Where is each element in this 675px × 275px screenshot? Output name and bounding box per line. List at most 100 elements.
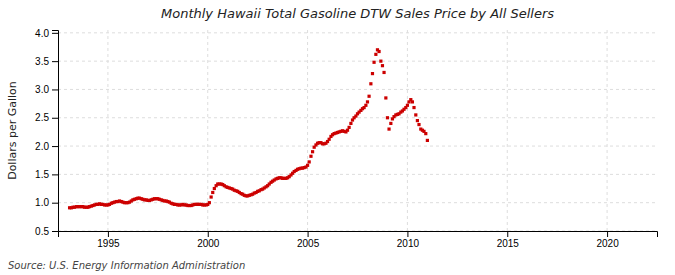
- points: [68, 48, 429, 209]
- tick-mark: [308, 231, 309, 237]
- tick-label: 2.0: [35, 141, 49, 152]
- tick-mark: [407, 231, 408, 237]
- tick-mark: [52, 231, 58, 232]
- grid-line: [307, 30, 308, 231]
- tick-mark: [52, 33, 58, 34]
- tick-mark: [52, 89, 58, 90]
- point: [211, 191, 214, 194]
- point: [389, 122, 392, 125]
- tick: 2005: [297, 231, 320, 249]
- tick: 3.5: [35, 56, 58, 67]
- point: [412, 106, 415, 109]
- tick: 1.5: [35, 169, 58, 180]
- grid-line: [507, 30, 508, 231]
- tick-label: 3.0: [35, 84, 49, 95]
- tick: 0.5: [35, 226, 58, 237]
- tick-mark: [52, 61, 58, 62]
- point: [406, 104, 409, 107]
- point: [381, 64, 384, 67]
- point: [387, 127, 390, 130]
- point: [382, 71, 385, 74]
- tick-mark: [52, 203, 58, 204]
- point: [328, 138, 331, 141]
- point: [369, 82, 372, 85]
- point: [367, 95, 370, 98]
- grid: [58, 30, 657, 231]
- point: [411, 100, 414, 103]
- tick-label: 1.5: [35, 169, 49, 180]
- point: [426, 139, 429, 142]
- tick-mark: [52, 146, 58, 147]
- point: [416, 119, 419, 122]
- point: [306, 164, 309, 167]
- source-note: Source: U.S. Energy Information Administ…: [8, 260, 245, 271]
- tick: 3.0: [35, 84, 58, 95]
- tick: 2010: [397, 231, 420, 249]
- y-axis-label: Dollars per Gallon: [6, 81, 19, 180]
- point: [414, 113, 417, 116]
- tick-mark: [607, 231, 608, 237]
- tick-label: 2010: [397, 238, 420, 249]
- point: [349, 122, 352, 125]
- chart: 1995 2000 2005 2010 2015 2020 0.5 1.0 1.5 2.0 2.5 3…: [0, 0, 675, 275]
- x-axis: 1995 2000 2005 2010 2015 2020: [59, 231, 658, 249]
- tick-mark: [208, 231, 209, 237]
- point: [210, 195, 213, 198]
- tick: 1995: [97, 231, 120, 249]
- point: [417, 123, 420, 126]
- tick-label: 0.5: [35, 226, 49, 237]
- tick: 2020: [596, 231, 619, 249]
- point: [308, 160, 311, 163]
- tick-mark: [52, 118, 58, 119]
- grid-line: [107, 30, 108, 231]
- tick: 2000: [197, 231, 220, 249]
- grid-line: [58, 61, 657, 62]
- tick-label: 4.0: [35, 28, 49, 39]
- point: [379, 60, 382, 63]
- grid-line: [58, 146, 657, 147]
- point: [311, 150, 314, 153]
- tick-label: 3.5: [35, 56, 49, 67]
- point: [386, 116, 389, 119]
- tick-mark: [52, 174, 58, 175]
- tick-label: 1995: [97, 238, 120, 249]
- tick: 2.0: [35, 141, 58, 152]
- grid-line: [58, 32, 657, 33]
- grid-line: [58, 89, 657, 90]
- tick-label: 2005: [297, 238, 320, 249]
- tick: 2015: [497, 231, 520, 249]
- axis-line: [59, 232, 658, 238]
- grid-line: [407, 30, 408, 231]
- point: [366, 100, 369, 103]
- point: [346, 129, 349, 132]
- point: [364, 104, 367, 107]
- tick-label: 2.5: [35, 112, 49, 123]
- tick: 1.0: [35, 197, 58, 208]
- grid-line: [207, 30, 208, 231]
- point: [377, 50, 380, 53]
- grid-line: [58, 174, 657, 175]
- plot-area: 1995 2000 2005 2010 2015 2020 0.5 1.0 1.5 2.0 2.5 3…: [35, 28, 657, 250]
- point: [348, 126, 351, 129]
- title: Monthly Hawaii Total Gasoline DTW Sales …: [161, 6, 554, 21]
- point: [208, 201, 211, 204]
- point: [374, 53, 377, 56]
- tick-label: 1.0: [35, 197, 49, 208]
- tick-label: 2020: [596, 238, 619, 249]
- tick: 4.0: [35, 28, 58, 39]
- tick-label: 2000: [197, 238, 220, 249]
- axis-line: [52, 31, 59, 232]
- tick-label: 2015: [497, 238, 520, 249]
- point: [371, 72, 374, 75]
- tick: 2.5: [35, 112, 58, 123]
- point: [372, 61, 375, 64]
- y-axis: 0.5 1.0 1.5 2.0 2.5 3.0 3.5 4.0: [35, 28, 58, 237]
- tick-mark: [507, 231, 508, 237]
- point: [384, 96, 387, 99]
- grid-line: [58, 202, 657, 203]
- point: [213, 187, 216, 190]
- tick-mark: [108, 231, 109, 237]
- grid-line: [607, 30, 608, 231]
- point: [309, 155, 312, 158]
- point: [424, 132, 427, 135]
